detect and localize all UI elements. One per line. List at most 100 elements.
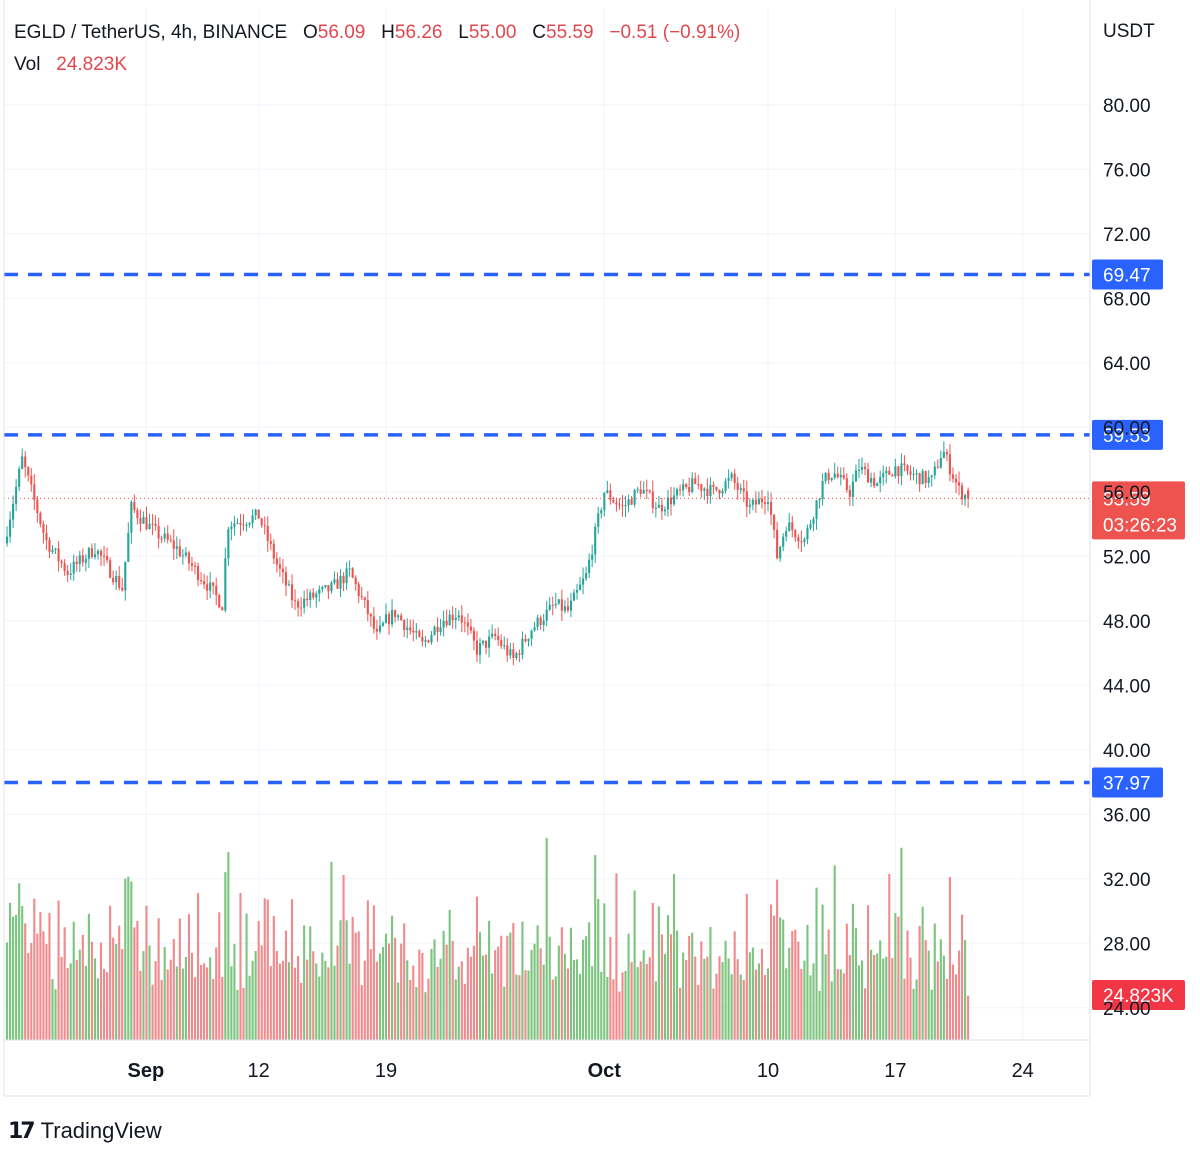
volume-bar [448, 909, 451, 1040]
candle-body [542, 620, 545, 626]
candle-body [845, 478, 848, 490]
volume-bar [615, 873, 618, 1040]
candle-body [566, 606, 569, 611]
volume-bar [718, 956, 721, 1040]
candle-body [609, 490, 612, 500]
candle-body [736, 483, 739, 490]
volume-bar [703, 958, 706, 1040]
volume-bar [739, 974, 742, 1040]
candle-body [181, 555, 184, 557]
tradingview-brand: TradingView [40, 1118, 162, 1143]
volume-bar [427, 978, 430, 1040]
candle-body [187, 552, 191, 564]
candle-body [936, 466, 939, 468]
candle-body [78, 555, 81, 565]
volume-bar [187, 914, 191, 1040]
volume-bar [715, 973, 718, 1040]
low-value: 55.00 [468, 22, 517, 43]
candle-body [691, 478, 694, 493]
candle-body [563, 606, 566, 611]
candle-body [724, 480, 727, 491]
volume-bar [148, 945, 151, 1040]
candle-body [830, 477, 833, 481]
volume-bar [921, 906, 924, 1040]
volume-bar [836, 969, 839, 1040]
volume-bar [221, 976, 224, 1040]
volume-bar [375, 961, 378, 1040]
candle-body [363, 597, 366, 601]
volume-bar [833, 865, 836, 1040]
candle-body [157, 525, 160, 539]
candle-body [206, 584, 209, 591]
volume-bar [594, 855, 597, 1040]
candle-body [597, 513, 600, 527]
candle-body [448, 614, 451, 626]
candle-body [230, 526, 233, 530]
volume-bar [139, 970, 142, 1040]
candle-body [512, 649, 515, 658]
volume-bar [421, 952, 424, 1040]
candle-body [336, 579, 339, 589]
candle-body [112, 577, 115, 583]
volume-bar [863, 988, 867, 1040]
candle-body [700, 484, 703, 491]
candle-body [654, 507, 657, 509]
candle-body [863, 466, 867, 470]
volume-bar [870, 949, 873, 1040]
candle-body [618, 504, 621, 506]
candle-body [694, 478, 697, 484]
volume-bar [178, 918, 181, 1040]
candle-body [818, 499, 821, 501]
candle-body [348, 568, 351, 570]
volume-bar [236, 989, 239, 1040]
candle-body [375, 628, 378, 632]
volume-bar [175, 966, 178, 1040]
volume-bar [348, 963, 351, 1040]
candle-body [42, 523, 45, 533]
candle-body [397, 615, 400, 618]
candle-body [530, 630, 533, 639]
volume-bar [757, 963, 760, 1040]
candle-body [682, 484, 685, 491]
candle-body [727, 477, 730, 481]
candle-body [418, 631, 421, 637]
candle-body [827, 472, 830, 481]
candle-body [224, 558, 227, 611]
candle-body [733, 473, 736, 484]
volume-bar [306, 959, 309, 1040]
volume-bar [157, 918, 160, 1040]
candle-body [154, 524, 157, 526]
volume-bar [163, 947, 166, 1040]
volume-bar [679, 987, 682, 1040]
candle-body [957, 482, 961, 486]
volume-bar [818, 990, 821, 1040]
tradingview-logo[interactable]: 17 TradingView [8, 1118, 162, 1144]
candle-body [421, 636, 424, 642]
volume-bar [215, 947, 218, 1040]
candle-body [357, 584, 360, 597]
volume-bar [387, 943, 391, 1040]
volume-bar [457, 966, 460, 1040]
symbol-title[interactable]: EGLD / TetherUS, 4h, BINANCE [14, 22, 288, 43]
volume-bar [967, 995, 970, 1040]
volume-bar [960, 914, 964, 1040]
candle-body [685, 484, 688, 487]
candle-body [621, 505, 624, 507]
volume-bar [794, 929, 797, 1040]
candles [5, 441, 970, 666]
candle-body [521, 638, 524, 655]
candle-body [248, 523, 251, 525]
candle-body [321, 587, 324, 590]
candle-body [284, 572, 288, 586]
close-label: C [532, 22, 546, 43]
volume-bar [145, 905, 148, 1040]
volume-bar [133, 927, 136, 1040]
horizontal-levels[interactable]: 69.47 59.53 37.97 55.59 03:26:23 24.823K [4, 259, 1185, 1010]
volume-bar [315, 963, 318, 1040]
candle-body [239, 522, 242, 525]
volume-bar [218, 912, 221, 1040]
volume-bar [676, 930, 679, 1040]
volume-bar [903, 978, 906, 1040]
price-tick-label: 76.00 [1103, 160, 1151, 181]
